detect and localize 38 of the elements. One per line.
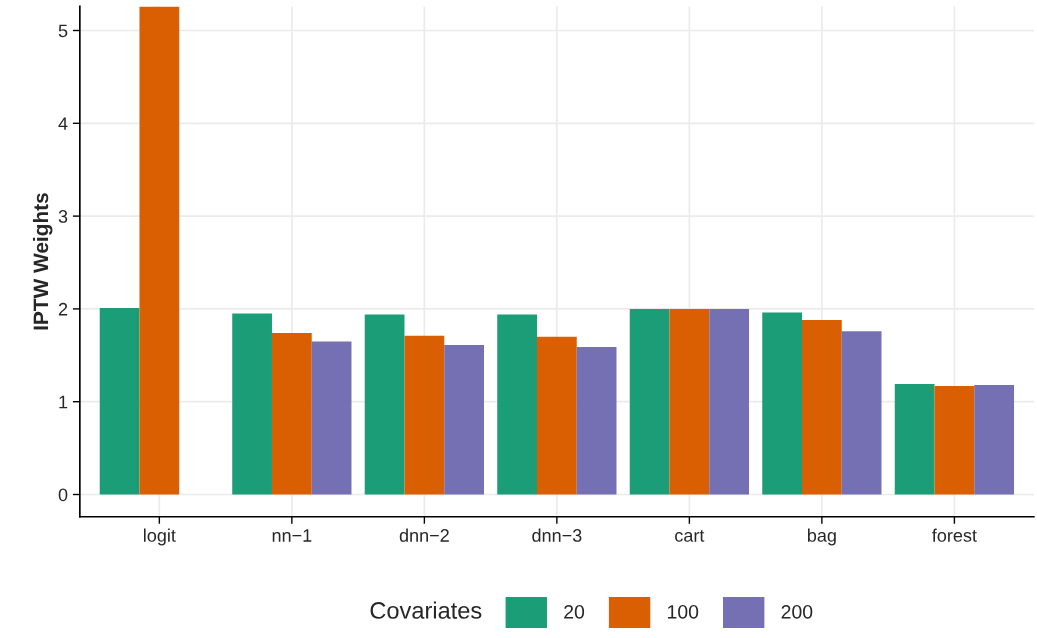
x-tick-label: forest (932, 528, 977, 542)
bar (232, 313, 272, 495)
legend-label: 200 (781, 604, 813, 619)
y-tick-label: 5 (58, 24, 68, 38)
x-tick-label: cart (675, 530, 705, 542)
bar (444, 345, 484, 495)
x-tick-label: dnn−2 (399, 528, 449, 542)
bar (974, 385, 1015, 495)
bar (762, 312, 802, 495)
y-axis-title: IPTW Weights (32, 193, 53, 330)
legend-label: 20 (564, 604, 585, 619)
x-tick-label: dnn−3 (532, 528, 582, 542)
x-tick-label: nn−1 (272, 529, 312, 542)
y-tick-label: 0 (58, 488, 68, 502)
bar (311, 341, 352, 495)
y-tick-label: 4 (58, 117, 68, 130)
y-tick-label: 3 (58, 210, 68, 223)
bar (934, 385, 975, 495)
legend-label: 100 (668, 604, 699, 619)
legend-title: Covariates (370, 601, 482, 619)
bar (894, 384, 935, 495)
bar (364, 314, 405, 495)
x-tick-label: bag (807, 528, 836, 546)
bar (536, 336, 577, 495)
x-tick-label: logit (144, 528, 176, 546)
bar (99, 307, 140, 495)
y-tick-label: 1 (59, 395, 68, 409)
bar (841, 331, 882, 495)
bar (669, 308, 710, 495)
bar (629, 308, 670, 495)
bar (497, 314, 537, 495)
bar (404, 335, 445, 495)
bar (271, 333, 312, 495)
bar (709, 308, 749, 495)
y-tick-label: 2 (58, 302, 68, 316)
bar (139, 6, 180, 495)
bar (576, 346, 617, 495)
bar (802, 320, 842, 495)
